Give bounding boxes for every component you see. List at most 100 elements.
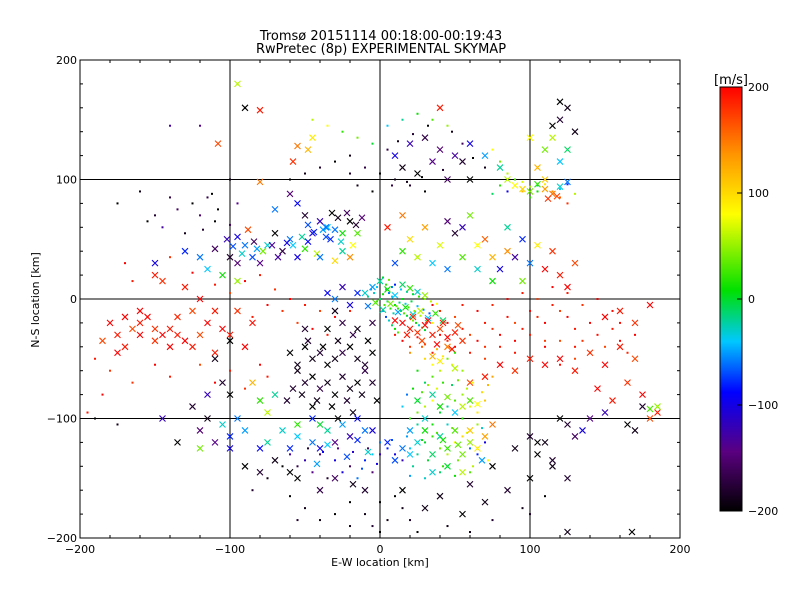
data-point-dot (356, 477, 359, 480)
data-point-dot (451, 384, 453, 387)
data-point-dot (476, 339, 479, 342)
data-point-dot (349, 309, 351, 312)
data-point-x (106, 319, 114, 327)
data-point-x (444, 176, 451, 183)
data-point-x (369, 349, 376, 357)
data-point-dot (469, 405, 471, 408)
data-point-dot (401, 298, 404, 300)
data-point-dot (544, 345, 546, 348)
data-point-x (421, 415, 429, 422)
data-point-x (631, 427, 639, 434)
data-point-dot (406, 393, 408, 396)
y-tick-label: 0 (70, 293, 77, 306)
data-point-x (324, 289, 331, 297)
data-point-x (409, 313, 417, 321)
y-tick-label: 200 (56, 54, 77, 67)
data-point-x (301, 325, 309, 333)
data-point-dot (229, 223, 231, 226)
data-point-x (424, 317, 432, 324)
data-point-dot (521, 507, 524, 510)
data-point-dot (371, 471, 374, 474)
data-point-x (316, 349, 324, 357)
data-point-x (339, 421, 346, 428)
data-point-x (526, 355, 534, 363)
data-point-x (534, 241, 541, 249)
data-point-x (343, 397, 351, 404)
data-point-x (234, 277, 241, 285)
data-point-x (451, 427, 459, 434)
data-point-x (361, 486, 369, 494)
data-point-x (571, 128, 579, 136)
data-point-x (259, 247, 267, 255)
data-point-dot (394, 495, 396, 498)
data-point-x (298, 233, 306, 241)
data-point-dot (349, 465, 351, 468)
data-point-dot (401, 459, 404, 462)
data-point-dot (407, 306, 410, 309)
data-point-dot (364, 459, 366, 462)
data-point-dot (442, 355, 444, 358)
data-point-x (309, 415, 316, 422)
data-point-x (399, 211, 406, 219)
data-point-x (234, 307, 241, 315)
data-point-dot (461, 393, 464, 396)
data-point-x (414, 439, 421, 446)
data-point-dot (491, 192, 494, 195)
data-point-x (459, 403, 466, 410)
data-point-x (331, 355, 339, 363)
data-point-x (451, 229, 459, 237)
data-point-dot (379, 453, 381, 456)
data-point-dot (382, 309, 384, 312)
data-point-x (646, 415, 654, 422)
data-point-x (313, 397, 321, 404)
data-point-dot (412, 293, 414, 296)
data-point-x (346, 253, 354, 261)
data-point-x (601, 361, 609, 369)
data-point-dot (259, 274, 261, 277)
data-point-dot (484, 345, 486, 348)
data-point-dot (403, 312, 405, 315)
data-point-x (639, 391, 646, 398)
data-point-dot (439, 369, 441, 372)
data-point-x (334, 337, 342, 345)
data-point-x (544, 195, 552, 203)
data-point-x (399, 281, 406, 289)
data-point-x (489, 421, 496, 428)
data-point-dot (244, 106, 246, 109)
data-point-x (331, 474, 339, 482)
data-point-x (444, 333, 451, 341)
data-point-dot (176, 208, 179, 211)
data-point-x (334, 214, 342, 222)
data-point-dot (169, 256, 171, 259)
data-point-x (466, 480, 474, 488)
data-point-x (279, 247, 286, 255)
data-point-dot (326, 477, 329, 480)
data-point-x (349, 480, 357, 488)
data-point-x (301, 379, 309, 387)
data-point-dot (409, 184, 411, 187)
data-point-x (211, 349, 219, 357)
data-point-dot (409, 317, 411, 320)
data-point-x (519, 235, 526, 243)
data-point-x (459, 253, 466, 261)
data-point-x (451, 152, 459, 159)
data-point-x (271, 391, 279, 398)
data-point-dot (131, 280, 134, 283)
data-point-dot (131, 381, 134, 384)
data-point-x (466, 427, 474, 434)
data-point-x (418, 337, 426, 345)
data-point-dot (611, 309, 614, 312)
data-point-dot (466, 387, 468, 390)
data-point-dot (461, 369, 464, 372)
data-point-dot (566, 315, 569, 318)
data-point-x (181, 247, 189, 255)
data-point-x (391, 292, 399, 299)
data-point-dot (416, 336, 419, 339)
data-point-x (339, 349, 346, 357)
data-point-dot (289, 298, 291, 300)
x-tick-label: 200 (670, 543, 691, 556)
data-point-x (181, 337, 189, 345)
data-point-dot (439, 411, 441, 414)
data-point-x (556, 415, 564, 422)
data-point-dot (491, 519, 494, 522)
